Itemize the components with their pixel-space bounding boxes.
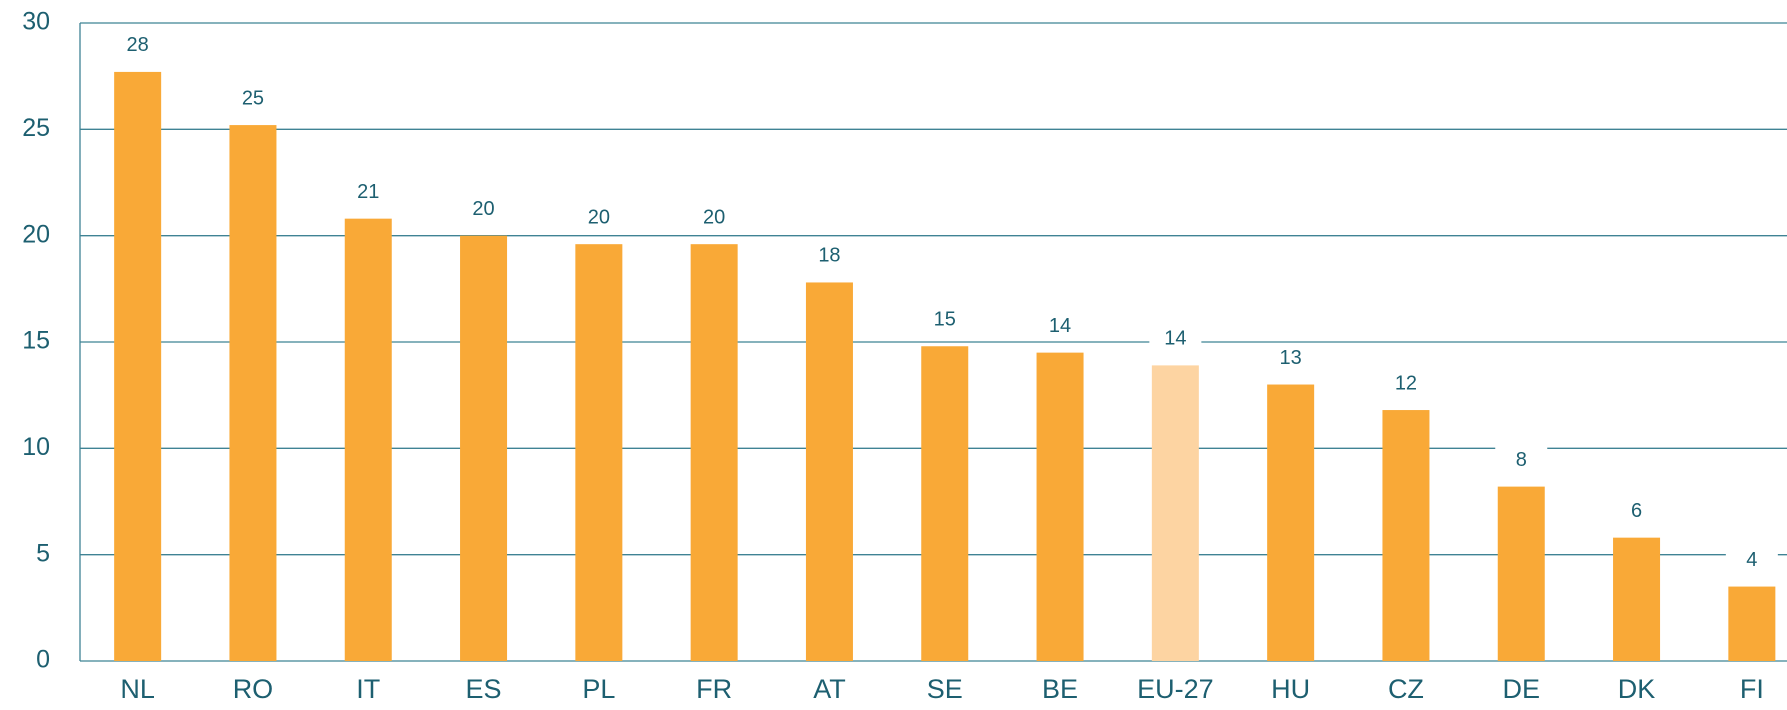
y-tick-label: 0 xyxy=(36,646,50,674)
label-bg xyxy=(1495,446,1548,475)
bar xyxy=(344,218,392,662)
x-tick-label: CZ xyxy=(1388,674,1424,704)
label-bg xyxy=(457,195,510,224)
x-tick-label: EU-27 xyxy=(1137,674,1214,704)
x-tick-label: PL xyxy=(582,674,615,704)
label-bg xyxy=(1149,325,1202,354)
bar xyxy=(1728,586,1776,661)
bar xyxy=(690,244,738,661)
bar xyxy=(1036,352,1084,661)
y-tick-label: 30 xyxy=(22,8,50,36)
x-tick-label: FR xyxy=(696,674,732,704)
x-tick-label: FI xyxy=(1740,674,1764,704)
label-bg xyxy=(803,242,856,271)
label-bg xyxy=(1264,344,1317,373)
value-label: 13 xyxy=(1280,347,1302,369)
x-tick-label: RO xyxy=(233,674,274,704)
label-bg xyxy=(226,85,279,114)
bar xyxy=(1382,410,1430,661)
y-tick-label: 5 xyxy=(36,539,50,567)
bar xyxy=(1497,486,1545,661)
label-bg xyxy=(1610,497,1663,526)
value-label: 14 xyxy=(1164,328,1186,350)
x-tick-label: NL xyxy=(120,674,155,704)
x-tick-label: ES xyxy=(466,674,502,704)
value-label: 6 xyxy=(1631,500,1642,522)
x-tick-label: IT xyxy=(356,674,380,704)
bar xyxy=(575,244,623,661)
y-tick-label: 10 xyxy=(22,433,50,461)
value-label: 21 xyxy=(357,181,379,203)
value-label: 20 xyxy=(703,206,725,228)
y-tick-label: 25 xyxy=(22,114,50,142)
value-label: 14 xyxy=(1049,315,1071,337)
label-bg xyxy=(688,204,741,233)
value-label: 20 xyxy=(472,198,494,220)
value-label: 28 xyxy=(127,34,149,56)
label-bg xyxy=(342,178,395,207)
value-label: 25 xyxy=(242,87,264,109)
y-tick-label: 15 xyxy=(22,327,50,355)
value-label: 4 xyxy=(1746,549,1757,571)
label-bg xyxy=(111,31,164,60)
y-tick-label: 20 xyxy=(22,220,50,248)
value-label: 12 xyxy=(1395,372,1417,394)
label-bg xyxy=(1034,312,1087,341)
bar xyxy=(460,235,508,661)
x-tick-label: DE xyxy=(1502,674,1540,704)
label-bg xyxy=(572,204,625,233)
value-label: 8 xyxy=(1516,449,1527,471)
x-tick-label: AT xyxy=(813,674,846,704)
x-tick-label: DK xyxy=(1618,674,1656,704)
x-tick-label: BE xyxy=(1042,674,1078,704)
label-bg xyxy=(1379,370,1432,399)
value-label: 18 xyxy=(818,245,840,267)
label-bg xyxy=(1725,546,1778,575)
bar xyxy=(229,125,277,661)
value-label: 20 xyxy=(588,206,610,228)
x-tick-label: HU xyxy=(1271,674,1310,704)
bar xyxy=(1613,537,1661,661)
bar xyxy=(1267,384,1315,661)
bar xyxy=(921,346,969,661)
bar xyxy=(805,282,853,661)
bar xyxy=(114,71,162,661)
bar xyxy=(1151,365,1199,661)
label-bg xyxy=(918,306,971,335)
value-label: 15 xyxy=(934,309,956,331)
x-tick-label: SE xyxy=(927,674,963,704)
